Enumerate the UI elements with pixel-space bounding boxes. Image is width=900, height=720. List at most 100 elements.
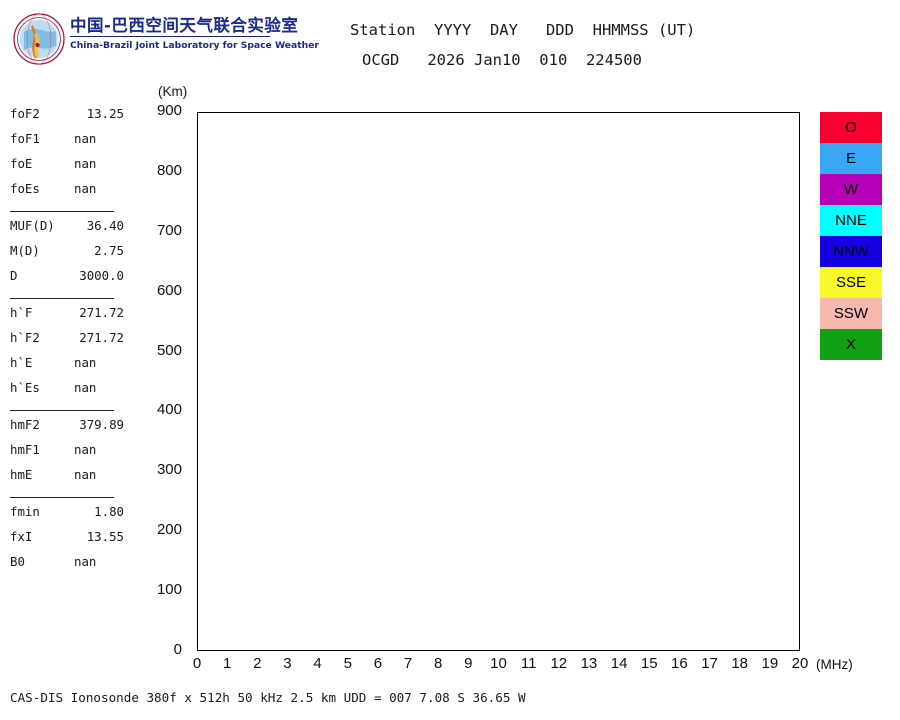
param-label: foF2 <box>10 106 40 121</box>
x-tick-label: 6 <box>373 655 383 672</box>
param-value: 2.75 <box>94 243 124 258</box>
param-row: foE nan <box>8 156 138 181</box>
globe-logo-icon <box>13 13 65 65</box>
x-tick-label: 11 <box>520 655 537 672</box>
param-label: h`F2 <box>10 330 40 345</box>
x-tick-label: 13 <box>580 655 598 672</box>
param-value: 36.40 <box>86 218 124 233</box>
x-tick-label: 12 <box>550 655 568 672</box>
instrument-footer: CAS-DIS Ionosonde 380f x 512h 50 kHz 2.5… <box>10 690 526 705</box>
y-tick-label: 500 <box>156 341 182 359</box>
x-tick-label: 0 <box>192 655 202 672</box>
x-axis-ticks: 0 1 2 3 4 5 6 7 8 9 10 11 12 13 14 15 16 17 18 19 20 <box>193 655 809 679</box>
param-value: 271.72 <box>79 305 124 320</box>
param-label: foF1 <box>10 131 40 146</box>
y-tick-label: 0 <box>173 641 182 658</box>
param-row: fmin 1.80 <box>8 504 138 529</box>
x-tick-label: 5 <box>343 655 352 672</box>
param-row: M(D) 2.75 <box>8 243 138 268</box>
param-row: foF2 13.25 <box>8 106 138 131</box>
station-header-labels: Station YYYY DAY DDD HHMMSS (UT) <box>350 21 696 39</box>
polarization-legend: O E W NNE NNW SSE SSW X <box>820 112 882 360</box>
legend-item-e[interactable]: E <box>820 143 882 174</box>
x-tick-label: 8 <box>434 655 443 672</box>
y-tick-label: 900 <box>156 102 182 119</box>
param-divider <box>8 492 138 504</box>
param-divider <box>8 293 138 305</box>
y-axis-unit-label: (Km) <box>158 84 188 99</box>
legend-label: NNW <box>833 243 869 260</box>
legend-item-nne[interactable]: NNE <box>820 205 882 236</box>
y-axis-ticks: 0 100 200 300 400 500 600 700 800 900 <box>140 102 190 658</box>
legend-label: NNE <box>835 212 867 229</box>
param-label: h`F <box>10 305 33 320</box>
param-label: foEs <box>10 181 40 196</box>
legend-label: O <box>845 119 857 136</box>
param-label: hmE <box>10 467 33 482</box>
param-label: D <box>10 268 18 283</box>
x-tick-label: 3 <box>283 655 292 672</box>
x-tick-label: 9 <box>464 655 473 672</box>
x-tick-label: 17 <box>701 655 718 672</box>
legend-label: SSE <box>835 274 866 291</box>
x-tick-label: 7 <box>403 655 413 672</box>
param-row: foF1 nan <box>8 131 138 156</box>
y-tick-label: 400 <box>156 401 182 419</box>
param-row: hmF1 nan <box>8 442 138 467</box>
param-value: 13.55 <box>86 529 124 544</box>
y-tick-label: 800 <box>156 161 182 179</box>
x-tick-label: 20 <box>791 655 809 672</box>
param-value: nan <box>74 442 97 457</box>
ionogram-plot[interactable] <box>197 112 800 651</box>
legend-label: X <box>845 336 856 353</box>
param-row: fxI 13.55 <box>8 529 138 554</box>
x-axis-unit-label: (MHz) <box>816 657 853 672</box>
y-tick-label: 700 <box>156 221 182 239</box>
param-row: D 3000.0 <box>8 268 138 293</box>
legend-item-x[interactable]: X <box>820 329 882 360</box>
param-row: foEs nan <box>8 181 138 206</box>
param-row: B0 nan <box>8 554 138 579</box>
param-value: nan <box>74 355 97 370</box>
param-value: 13.25 <box>86 106 124 121</box>
param-row: hmE nan <box>8 467 138 492</box>
legend-item-o[interactable]: O <box>820 112 882 143</box>
plot-frame-border <box>197 112 800 651</box>
param-value: nan <box>74 380 97 395</box>
param-value: nan <box>74 156 97 171</box>
param-value: 1.80 <box>94 504 124 519</box>
param-label: hmF2 <box>10 417 40 432</box>
x-tick-label: 4 <box>313 655 322 672</box>
param-label: fmin <box>10 504 40 519</box>
legend-label: SSW <box>833 305 869 322</box>
legend-item-nnw[interactable]: NNW <box>820 236 882 267</box>
legend-item-ssw[interactable]: SSW <box>820 298 882 329</box>
param-value: nan <box>74 181 97 196</box>
x-tick-label: 15 <box>640 655 658 672</box>
ionogram-parameter-panel: foF2 13.25 foF1 nan foE nan foEs nan MUF(D) 36.40… <box>8 106 138 579</box>
param-divider <box>8 405 138 417</box>
station-header-values: OCGD 2026 Jan10 010 224500 <box>362 51 642 69</box>
param-row: hmF2 379.89 <box>8 417 138 442</box>
param-value: 3000.0 <box>79 268 124 283</box>
param-row: h`F 271.72 <box>8 305 138 330</box>
param-value: 271.72 <box>79 330 124 345</box>
x-tick-label: 14 <box>610 655 628 672</box>
legend-item-w[interactable]: W <box>820 174 882 205</box>
param-label: B0 <box>10 554 25 569</box>
param-label: fxI <box>10 529 33 544</box>
logo-divider <box>70 36 270 37</box>
param-label: foE <box>10 156 33 171</box>
param-label: h`E <box>10 355 33 370</box>
param-label: hmF1 <box>10 442 40 457</box>
lab-logo: 中国-巴西空间天气联合实验室 China-Brazil Joint Labora… <box>8 8 319 70</box>
param-row: h`E nan <box>8 355 138 380</box>
x-tick-label: 19 <box>761 655 779 672</box>
param-row: h`Es nan <box>8 380 138 405</box>
legend-item-sse[interactable]: SSE <box>820 267 882 298</box>
y-tick-label: 200 <box>156 521 182 539</box>
param-value: nan <box>74 467 97 482</box>
logo-title-en: China-Brazil Joint Laboratory for Space … <box>70 40 319 51</box>
y-tick-label: 300 <box>156 461 182 479</box>
x-tick-label: 18 <box>731 655 749 672</box>
